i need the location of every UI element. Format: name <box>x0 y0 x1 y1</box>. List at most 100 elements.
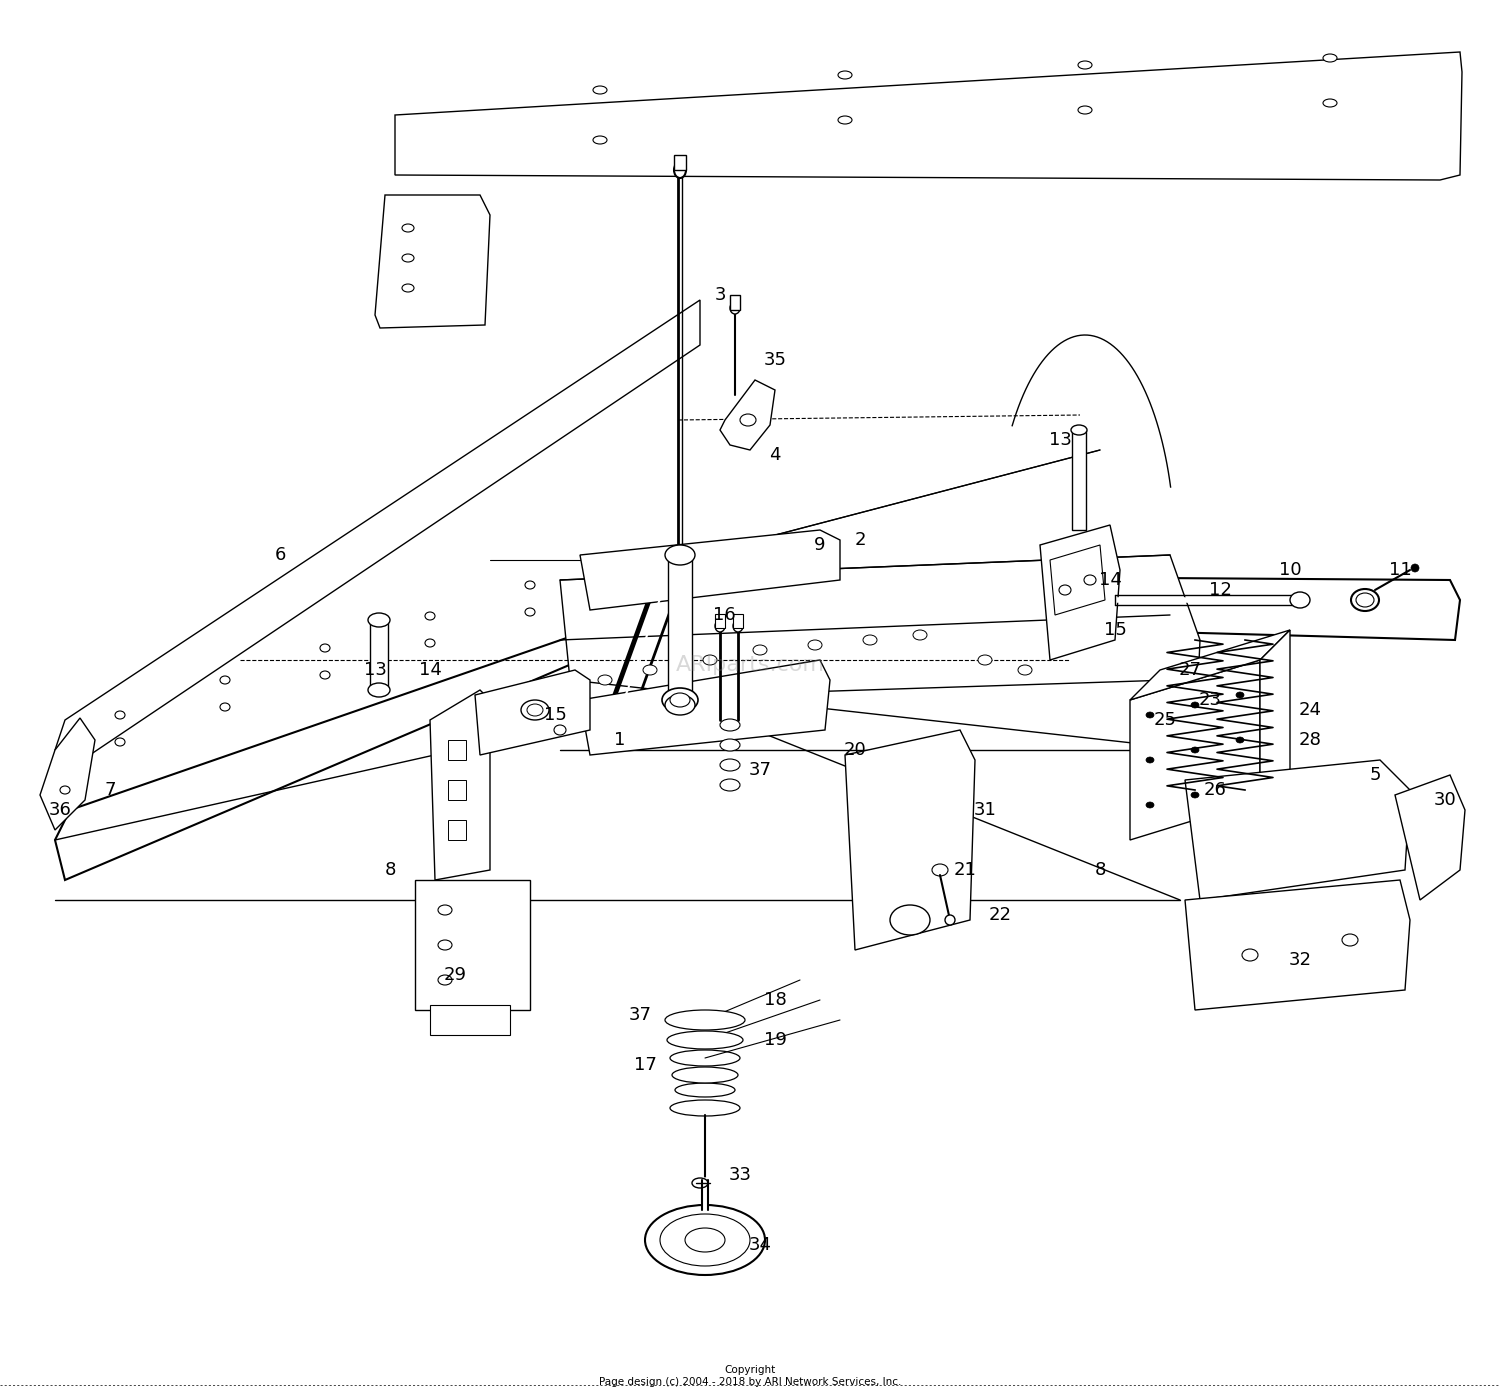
Ellipse shape <box>368 683 390 697</box>
Ellipse shape <box>1236 693 1244 698</box>
Text: 13: 13 <box>1048 431 1071 449</box>
Text: 20: 20 <box>843 741 867 760</box>
Polygon shape <box>720 381 776 450</box>
Bar <box>730 295 740 311</box>
Ellipse shape <box>1146 802 1154 809</box>
Ellipse shape <box>525 581 536 589</box>
Text: 19: 19 <box>764 1031 786 1049</box>
Polygon shape <box>580 660 830 755</box>
Ellipse shape <box>664 546 694 565</box>
Text: 35: 35 <box>764 351 786 369</box>
Ellipse shape <box>438 905 452 915</box>
Ellipse shape <box>526 704 543 716</box>
Ellipse shape <box>592 85 608 94</box>
Ellipse shape <box>438 975 452 985</box>
Bar <box>734 614 742 628</box>
Ellipse shape <box>670 1051 740 1066</box>
Text: 21: 21 <box>954 860 976 879</box>
Ellipse shape <box>674 162 686 178</box>
Ellipse shape <box>525 609 536 616</box>
Polygon shape <box>56 299 701 775</box>
Ellipse shape <box>660 1214 750 1266</box>
Text: 30: 30 <box>1434 790 1456 809</box>
Polygon shape <box>416 880 530 1010</box>
Ellipse shape <box>664 1010 746 1030</box>
Ellipse shape <box>402 224 414 232</box>
Ellipse shape <box>670 1100 740 1116</box>
Text: 25: 25 <box>1154 711 1176 729</box>
Ellipse shape <box>220 676 230 684</box>
Bar <box>430 1004 510 1035</box>
Ellipse shape <box>914 630 927 639</box>
Ellipse shape <box>664 695 694 715</box>
Ellipse shape <box>670 693 690 706</box>
Ellipse shape <box>1342 935 1358 946</box>
Polygon shape <box>430 690 490 880</box>
Ellipse shape <box>1019 665 1032 674</box>
Ellipse shape <box>675 1083 735 1097</box>
Ellipse shape <box>753 645 766 655</box>
Text: 29: 29 <box>444 965 466 983</box>
Ellipse shape <box>645 1205 765 1274</box>
Polygon shape <box>1185 880 1410 1010</box>
Text: 28: 28 <box>1299 732 1322 748</box>
Ellipse shape <box>716 620 724 632</box>
Ellipse shape <box>598 674 612 686</box>
Polygon shape <box>1130 630 1290 700</box>
Bar <box>1072 429 1086 530</box>
Ellipse shape <box>1356 593 1374 607</box>
Polygon shape <box>560 555 1200 750</box>
Ellipse shape <box>704 655 717 665</box>
Polygon shape <box>40 718 94 830</box>
Ellipse shape <box>554 725 566 734</box>
Ellipse shape <box>1352 589 1378 611</box>
Ellipse shape <box>220 704 230 711</box>
Text: 2: 2 <box>855 532 865 548</box>
Ellipse shape <box>890 905 930 935</box>
Ellipse shape <box>1191 702 1198 708</box>
Text: 22: 22 <box>988 907 1011 923</box>
Ellipse shape <box>116 739 124 746</box>
Text: 6: 6 <box>274 546 285 564</box>
Ellipse shape <box>1191 792 1198 797</box>
Polygon shape <box>56 575 720 880</box>
Text: ARIparts.com: ARIparts.com <box>675 655 825 674</box>
Ellipse shape <box>662 688 698 712</box>
Ellipse shape <box>740 414 756 427</box>
Text: 37: 37 <box>628 1006 651 1024</box>
Ellipse shape <box>60 786 70 795</box>
Ellipse shape <box>1323 99 1336 106</box>
Ellipse shape <box>1071 425 1088 435</box>
Polygon shape <box>1040 525 1120 660</box>
Text: 23: 23 <box>1198 691 1221 709</box>
Text: 34: 34 <box>748 1235 771 1254</box>
Ellipse shape <box>672 1067 738 1083</box>
Ellipse shape <box>720 760 740 771</box>
Ellipse shape <box>1084 575 1096 585</box>
Polygon shape <box>476 670 590 755</box>
Ellipse shape <box>730 302 740 313</box>
Polygon shape <box>1395 775 1466 900</box>
Bar <box>448 820 466 839</box>
Ellipse shape <box>644 665 657 674</box>
Bar <box>448 781 466 800</box>
Ellipse shape <box>424 611 435 620</box>
Text: 26: 26 <box>1203 781 1227 799</box>
Ellipse shape <box>932 865 948 876</box>
Bar <box>370 620 388 690</box>
Text: 33: 33 <box>729 1165 752 1184</box>
Ellipse shape <box>1323 55 1336 62</box>
Text: 10: 10 <box>1278 561 1302 579</box>
Ellipse shape <box>320 644 330 652</box>
Ellipse shape <box>402 284 414 292</box>
Text: 37: 37 <box>748 761 771 779</box>
Text: 12: 12 <box>1209 581 1231 599</box>
Text: 3: 3 <box>714 285 726 304</box>
Text: 18: 18 <box>764 990 786 1009</box>
Polygon shape <box>720 575 1460 639</box>
Ellipse shape <box>438 940 452 950</box>
Polygon shape <box>394 52 1462 180</box>
Text: 8: 8 <box>1095 860 1106 879</box>
Text: 4: 4 <box>770 446 780 464</box>
Ellipse shape <box>368 613 390 627</box>
